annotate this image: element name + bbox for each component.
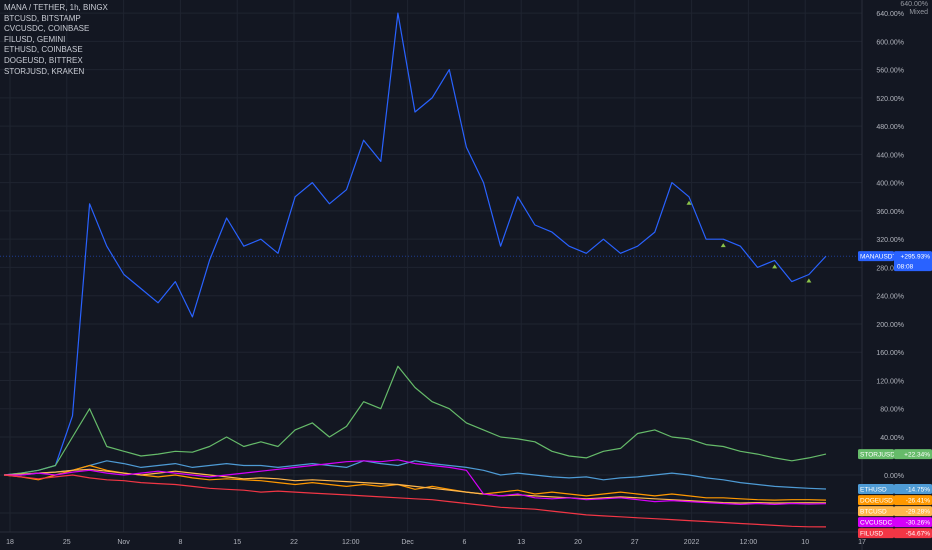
event-marker-icon (806, 278, 812, 283)
series-value-label: -54.67% (906, 531, 930, 538)
series-value-label: +22.34% (904, 452, 930, 459)
series-value-label: -29.28% (906, 509, 930, 516)
legend-item-dogeusd: DOGEUSD, BITTREX (4, 55, 83, 65)
series-name-tag (858, 528, 894, 539)
series-name-tag (858, 449, 894, 460)
y-tick-label: 280.00% (876, 265, 904, 272)
y-tick-label: 240.00% (876, 294, 904, 301)
legend-title: MANA / TETHER, 1h, BINGX (4, 3, 108, 12)
y-tick-label: 520.00% (876, 96, 904, 103)
series-value-tag (894, 495, 932, 506)
series-value-label: -26.41% (906, 498, 930, 505)
legend-item-btcusd: BTCUSD, BITSTAMP (4, 13, 81, 23)
series-name-label: MANAUSDT (860, 254, 897, 261)
series-line-ethusd (4, 460, 827, 490)
series-line-manausdt (3, 12, 827, 476)
x-tick-label: 10 (801, 539, 809, 546)
x-tick-label: 12:00 (342, 539, 360, 546)
series-name-tag (858, 506, 894, 517)
series-line-storjusd (3, 365, 827, 476)
scale-top-value: 640.00% (900, 1, 928, 8)
y-tick-label: 40.00% (880, 435, 904, 442)
series-name-label: FILUSD (860, 531, 883, 538)
series-value-label: +295.93% (901, 254, 931, 261)
series-value-label: -30.26% (906, 520, 930, 527)
legend-item-storjusd: STORJUSD, KRAKEN (4, 66, 85, 76)
x-tick-label: 20 (574, 539, 582, 546)
series-line-cvcusdc (4, 459, 827, 505)
y-tick-label: 360.00% (876, 209, 904, 216)
x-tick-label: 8 (178, 539, 182, 546)
x-tick-label: 13 (517, 539, 525, 546)
x-tick-label: 2022 (684, 539, 700, 546)
y-tick-label: 480.00% (876, 124, 904, 131)
series-value-label: -14.75% (906, 487, 930, 494)
y-tick-label: 200.00% (876, 322, 904, 329)
y-tick-label: 400.00% (876, 181, 904, 188)
legend-item-ethusd: ETHUSD, COINBASE (4, 45, 83, 55)
series-value-tag (894, 528, 932, 539)
y-tick-label: 120.00% (876, 378, 904, 385)
event-marker-icon (772, 264, 778, 269)
series-name-label: BTCUSD (860, 509, 887, 516)
series-name-label: ETHUSD (860, 487, 887, 494)
series-name-tag (858, 495, 894, 506)
series-name-label: CVCUSDC (860, 520, 892, 527)
x-tick-label: 22 (290, 539, 298, 546)
series-line-btcusd (3, 468, 827, 504)
series-value-tag (894, 449, 932, 460)
x-tick-label: 27 (631, 539, 639, 546)
series-name-tag (858, 251, 894, 262)
series-value-tag (894, 517, 932, 528)
series-name-label: STORJUSD (860, 452, 895, 459)
scale-mode-label: Mixed (909, 9, 928, 16)
legend: MANA / TETHER, 1h, BINGX BTCUSD, BITSTAM… (4, 3, 108, 77)
legend-item-cvcusdc: CVCUSDC, COINBASE (4, 24, 90, 34)
x-tick-label: 25 (63, 539, 71, 546)
x-tick-label: Nov (117, 539, 130, 546)
series-value-tag (894, 251, 932, 272)
series-value-tag (894, 484, 932, 495)
y-tick-label: 560.00% (876, 68, 904, 75)
series-line-dogeusd (3, 464, 827, 501)
x-tick-label: 6 (462, 539, 466, 546)
y-tick-label: 600.00% (876, 39, 904, 46)
series-name-tag (858, 484, 894, 495)
y-tick-label: 80.00% (880, 407, 904, 414)
x-tick-label: Dec (401, 539, 414, 546)
legend-item-filusd: FILUSD, GEMINI (4, 34, 66, 44)
series-name-tag (858, 517, 894, 528)
x-tick-label: 15 (233, 539, 241, 546)
series-name-label: DOGEUSD (860, 498, 893, 505)
y-tick-label: 160.00% (876, 350, 904, 357)
scale-mode[interactable]: 640.00% Mixed (900, 1, 928, 17)
x-tick-label: 12:00 (740, 539, 758, 546)
countdown-label: 08:08 (897, 264, 914, 271)
x-tick-label: 18 (6, 539, 14, 546)
y-tick-label: 0.00% (884, 473, 904, 480)
y-tick-label: 640.00% (876, 11, 904, 18)
series-line-filusd (3, 474, 827, 528)
y-tick-label: 320.00% (876, 237, 904, 244)
y-tick-label: 440.00% (876, 152, 904, 159)
series-value-tag (894, 506, 932, 517)
event-marker-icon (686, 200, 692, 205)
event-marker-icon (720, 243, 726, 248)
